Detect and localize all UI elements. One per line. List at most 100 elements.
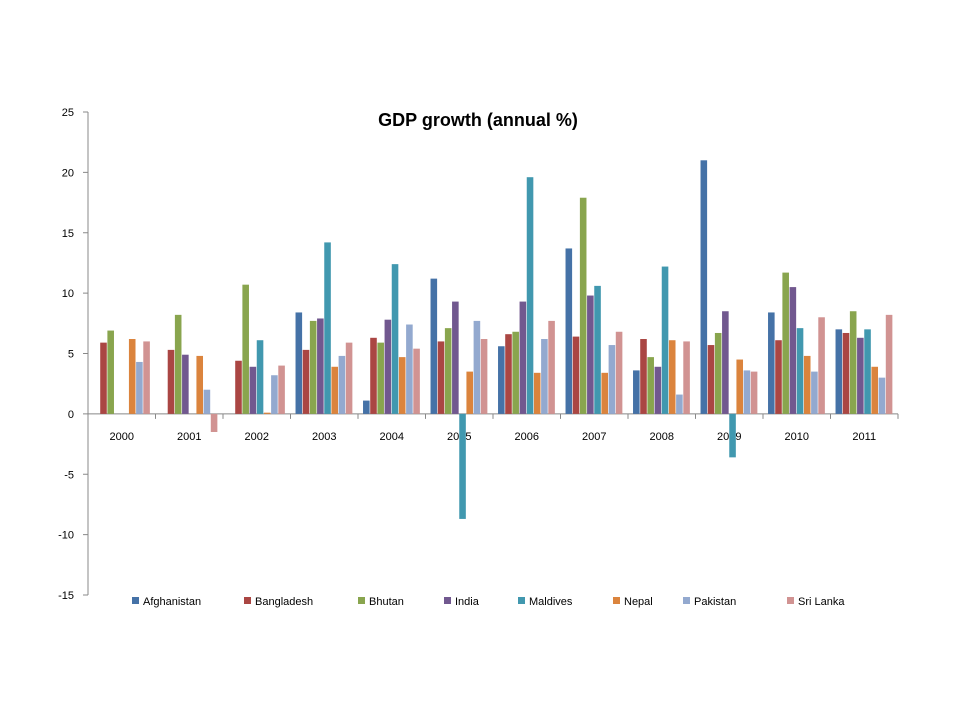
bar-afghanistan-2005 <box>430 278 438 414</box>
legend-label: Bhutan <box>369 596 404 608</box>
x-tick-label: 2010 <box>785 431 809 443</box>
bar-bangladesh-2011 <box>842 332 850 414</box>
bar-india-2002 <box>249 366 257 414</box>
bar-pakistan-2000 <box>136 361 143 414</box>
bar-india-2006 <box>519 301 527 414</box>
x-tick-label: 2006 <box>515 431 539 443</box>
bar-bangladesh-2006 <box>505 334 512 414</box>
bar-maldives-2002 <box>256 340 264 414</box>
x-tick-label: 2002 <box>245 431 269 443</box>
bar-sri-lanka-2005 <box>480 339 488 414</box>
legend-swatch <box>518 597 525 604</box>
bar-sri-lanka-2008 <box>683 341 690 414</box>
bar-india-2010 <box>789 287 797 414</box>
bar-pakistan-2001 <box>203 389 211 414</box>
bar-afghanistan-2009 <box>700 160 708 414</box>
legend-label: Bangladesh <box>255 596 313 608</box>
bar-nepal-2001 <box>196 355 204 414</box>
bar-sri-lanka-2002 <box>278 365 285 414</box>
bar-maldives-2004 <box>391 264 399 414</box>
x-tick-label: 2000 <box>110 431 134 443</box>
bar-india-2005 <box>452 301 459 414</box>
legend-swatch <box>132 597 139 604</box>
bar-nepal-2005 <box>466 371 474 414</box>
legend-label: Maldives <box>529 596 573 608</box>
legend-swatch <box>683 597 690 604</box>
y-tick-label: 15 <box>62 228 74 240</box>
bar-nepal-2010 <box>803 355 811 414</box>
bar-afghanistan-2011 <box>835 329 843 414</box>
bar-afghanistan-2008 <box>633 370 640 414</box>
bar-pakistan-2008 <box>676 394 683 414</box>
x-tick-label: 2007 <box>582 431 606 443</box>
x-tick-label: 2001 <box>177 431 201 443</box>
bar-nepal-2009 <box>736 359 744 414</box>
legend-swatch <box>444 597 451 604</box>
bar-pakistan-2002 <box>271 375 278 414</box>
legend-swatch <box>244 597 251 604</box>
bar-india-2009 <box>722 311 729 414</box>
bar-bangladesh-2007 <box>572 336 580 414</box>
bar-sri-lanka-2004 <box>413 348 420 414</box>
x-axis: 2000200120022003200420052006200720082009… <box>87 413 899 443</box>
bar-bangladesh-2002 <box>235 360 242 414</box>
bar-maldives-2007 <box>594 285 601 414</box>
bar-maldives-2005 <box>459 413 466 519</box>
bar-bangladesh-2000 <box>100 342 107 414</box>
legend-label: Pakistan <box>694 596 736 608</box>
y-tick-label: -10 <box>58 530 74 542</box>
bar-afghanistan-2004 <box>363 400 370 414</box>
legend-label: Afghanistan <box>143 596 201 608</box>
bar-bhutan-2008 <box>647 357 654 414</box>
bar-sri-lanka-2010 <box>818 317 825 414</box>
legend-swatch <box>358 597 365 604</box>
bar-maldives-2010 <box>796 328 804 414</box>
bar-nepal-2008 <box>668 340 676 414</box>
x-tick-label: 2008 <box>650 431 674 443</box>
legend-swatch <box>613 597 620 604</box>
bar-bhutan-2007 <box>579 197 587 414</box>
bar-bangladesh-2004 <box>370 337 377 414</box>
bar-maldives-2006 <box>526 177 534 414</box>
bar-nepal-2000 <box>128 339 136 414</box>
bar-sri-lanka-2006 <box>548 320 555 414</box>
bar-sri-lanka-2003 <box>345 342 353 414</box>
bar-india-2003 <box>317 318 324 414</box>
bar-nepal-2007 <box>601 372 609 414</box>
bar-pakistan-2003 <box>338 355 346 414</box>
bar-afghanistan-2003 <box>295 312 303 414</box>
bar-bhutan-2000 <box>107 330 114 414</box>
bar-pakistan-2010 <box>811 371 818 414</box>
bar-pakistan-2006 <box>541 339 548 414</box>
bar-bhutan-2004 <box>377 342 384 414</box>
legend-label: Sri Lanka <box>798 596 845 608</box>
bars <box>100 160 893 519</box>
x-tick-label: 2004 <box>380 431 404 443</box>
bar-india-2011 <box>857 337 864 414</box>
bar-sri-lanka-2000 <box>143 341 150 414</box>
bar-afghanistan-2010 <box>768 312 775 414</box>
bar-bangladesh-2008 <box>640 339 647 414</box>
bar-afghanistan-2006 <box>498 346 505 414</box>
bar-maldives-2003 <box>324 242 331 414</box>
bar-nepal-2011 <box>871 366 879 414</box>
bar-india-2007 <box>587 295 594 414</box>
bar-maldives-2011 <box>864 329 871 414</box>
bar-bangladesh-2003 <box>302 349 310 414</box>
bar-bhutan-2002 <box>242 284 249 414</box>
y-tick-label: -5 <box>64 469 74 481</box>
bar-india-2008 <box>654 366 662 414</box>
bar-pakistan-2009 <box>743 370 751 414</box>
bar-nepal-2003 <box>331 366 339 414</box>
legend: Afghanistan Bangladesh Bhutan India Maldives… <box>132 596 845 608</box>
bar-bangladesh-2010 <box>775 340 782 414</box>
chart-title: GDP growth (annual %) <box>378 110 578 130</box>
bar-bhutan-2005 <box>444 328 452 414</box>
x-tick-label: 2011 <box>852 431 876 443</box>
x-tick-label: 2003 <box>312 431 336 443</box>
bar-sri-lanka-2011 <box>885 314 893 414</box>
bar-pakistan-2011 <box>878 377 886 414</box>
bar-pakistan-2004 <box>406 324 413 414</box>
bar-nepal-2004 <box>398 357 406 414</box>
